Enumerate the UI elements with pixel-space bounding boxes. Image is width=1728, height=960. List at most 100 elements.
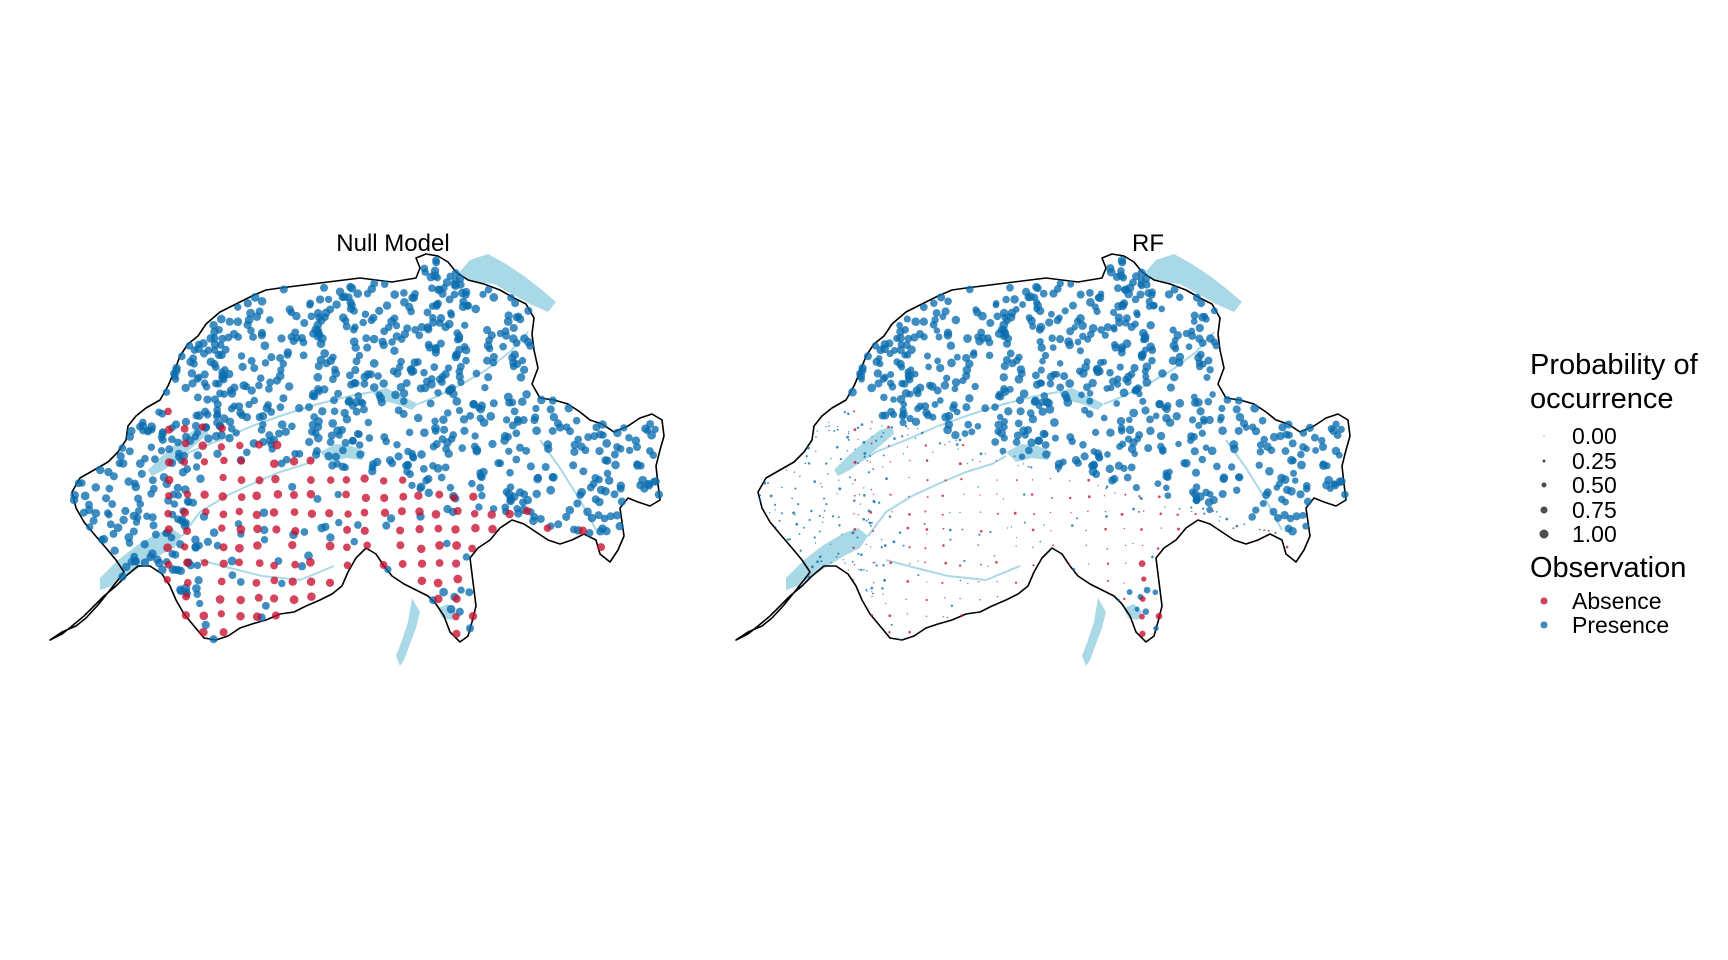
- presence-point: [816, 560, 819, 564]
- absence-point: [165, 492, 173, 500]
- presence-point: [806, 446, 810, 450]
- presence-point: [1175, 352, 1185, 362]
- absence-point: [871, 595, 873, 598]
- presence-point: [564, 404, 573, 413]
- absence-point: [870, 614, 874, 617]
- presence-point: [398, 335, 406, 343]
- presence-point: [769, 512, 771, 514]
- presence-point: [189, 354, 198, 363]
- presence-point: [476, 414, 485, 423]
- presence-point: [1132, 507, 1135, 511]
- presence-point: [259, 508, 269, 518]
- presence-point: [957, 448, 959, 450]
- presence-point: [339, 446, 347, 455]
- presence-point: [548, 396, 557, 405]
- absence-point: [853, 460, 857, 464]
- presence-point: [1284, 524, 1293, 533]
- presence-point: [978, 311, 987, 321]
- presence-point: [196, 474, 205, 483]
- presence-point: [877, 501, 881, 504]
- absence-point: [908, 513, 911, 516]
- presence-point: [893, 358, 901, 366]
- presence-point: [807, 462, 811, 465]
- presence-point: [190, 346, 199, 354]
- presence-point: [1169, 341, 1179, 350]
- presence-point: [1076, 290, 1085, 299]
- presence-point: [201, 620, 210, 630]
- absence-point: [306, 577, 316, 586]
- absence-point: [291, 527, 300, 536]
- presence-point: [430, 363, 439, 371]
- absence-point: [1087, 478, 1091, 482]
- presence-point: [445, 295, 454, 304]
- presence-point: [901, 325, 909, 334]
- absence-point: [979, 494, 981, 496]
- presence-point: [1088, 461, 1096, 470]
- absence-point: [468, 612, 478, 621]
- presence-point: [951, 315, 961, 325]
- presence-point: [472, 369, 481, 378]
- presence-point: [461, 321, 469, 329]
- presence-point: [335, 518, 343, 527]
- presence-point: [502, 332, 510, 340]
- panel-title-rf: RF: [1132, 230, 1164, 257]
- presence-point: [1206, 506, 1214, 514]
- presence-point: [948, 441, 951, 443]
- absence-point: [891, 511, 893, 513]
- presence-point: [818, 555, 822, 558]
- presence-point: [847, 431, 850, 433]
- presence-point: [1136, 290, 1145, 299]
- presence-point: [1064, 337, 1073, 347]
- absence-point: [397, 507, 406, 516]
- presence-point: [903, 351, 912, 359]
- presence-point: [814, 542, 817, 544]
- presence-point: [1127, 463, 1136, 472]
- presence-point: [1116, 443, 1124, 451]
- presence-point: [245, 400, 253, 409]
- presence-point: [867, 518, 870, 520]
- presence-point: [612, 511, 622, 520]
- presence-point: [1297, 460, 1306, 470]
- presence-point: [1207, 446, 1217, 456]
- presence-point: [443, 539, 451, 548]
- presence-point: [355, 351, 364, 360]
- absence-point: [979, 598, 981, 601]
- presence-point: [249, 333, 257, 341]
- presence-point: [823, 497, 826, 500]
- presence-point: [1114, 380, 1122, 388]
- presence-point: [1141, 406, 1150, 415]
- absence-point: [198, 423, 207, 431]
- presence-point: [487, 331, 496, 340]
- absence-point: [164, 425, 173, 434]
- presence-point: [1039, 357, 1046, 365]
- presence-point: [882, 564, 885, 567]
- presence-point: [297, 562, 307, 571]
- presence-point: [1103, 385, 1111, 392]
- presence-point: [313, 494, 322, 503]
- presence-point: [265, 385, 273, 393]
- presence-point: [1206, 490, 1214, 498]
- presence-point: [546, 405, 555, 414]
- presence-point: [1078, 391, 1085, 399]
- presence-point: [1302, 484, 1311, 493]
- presence-point: [409, 367, 418, 376]
- presence-point: [1000, 387, 1010, 396]
- presence-point: [1029, 322, 1037, 330]
- presence-point: [338, 293, 347, 302]
- presence-point: [1162, 484, 1170, 492]
- presence-point: [986, 319, 995, 327]
- absence-point: [415, 525, 424, 534]
- absence-point: [396, 526, 405, 535]
- absence-point: [925, 615, 928, 617]
- presence-point: [852, 483, 854, 485]
- presence-point: [509, 362, 518, 371]
- presence-point: [1110, 474, 1119, 483]
- absence-point: [180, 424, 189, 433]
- absence-point: [235, 558, 244, 567]
- presence-point: [330, 396, 338, 405]
- presence-point: [949, 512, 951, 514]
- presence-point: [508, 334, 518, 344]
- presence-point: [992, 299, 1000, 307]
- presence-point: [902, 453, 905, 455]
- presence-point: [369, 383, 379, 392]
